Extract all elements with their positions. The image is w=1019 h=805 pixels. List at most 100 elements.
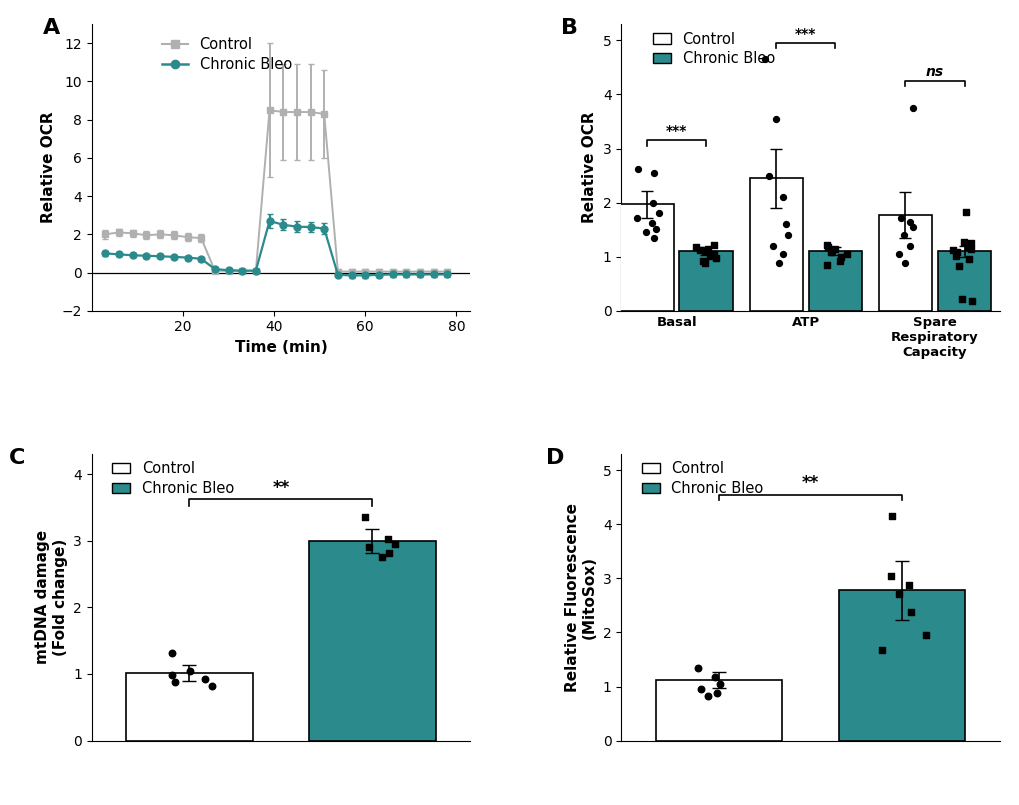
- Text: ns: ns: [925, 64, 944, 79]
- Text: B: B: [560, 19, 577, 39]
- Point: [891, 587, 907, 600]
- Point: [960, 241, 976, 254]
- Point: [373, 551, 389, 563]
- Point: [708, 687, 725, 700]
- Point: [905, 101, 921, 114]
- Point: [770, 257, 787, 270]
- Point: [779, 229, 795, 242]
- Text: **: **: [272, 479, 289, 497]
- Point: [629, 211, 645, 224]
- Point: [960, 238, 976, 251]
- Point: [905, 221, 921, 233]
- Point: [890, 247, 906, 260]
- Y-axis label: Relative OCR: Relative OCR: [582, 112, 596, 223]
- Bar: [749, 178, 802, 311]
- Point: [699, 242, 715, 255]
- Point: [944, 244, 960, 257]
- Bar: [125, 673, 253, 741]
- Point: [356, 511, 372, 524]
- Point: [204, 679, 220, 692]
- Point: [818, 258, 835, 271]
- Point: [164, 669, 180, 682]
- Point: [774, 191, 791, 204]
- Point: [705, 238, 721, 251]
- Bar: [838, 590, 965, 741]
- Bar: [878, 215, 931, 311]
- Point: [947, 249, 963, 262]
- Point: [645, 196, 661, 209]
- Point: [645, 167, 661, 180]
- Point: [901, 215, 917, 228]
- Point: [830, 254, 847, 267]
- Point: [963, 295, 979, 308]
- Point: [687, 241, 703, 254]
- Legend: Control, Chronic Bleo: Control, Chronic Bleo: [107, 456, 239, 502]
- Point: [764, 239, 781, 252]
- Point: [873, 643, 890, 656]
- Y-axis label: Relative Fluorescence
(MitoSox): Relative Fluorescence (MitoSox): [565, 503, 596, 691]
- Point: [361, 541, 377, 554]
- Point: [896, 257, 912, 270]
- Text: ***: ***: [665, 124, 687, 138]
- Point: [823, 244, 840, 257]
- Point: [689, 661, 705, 674]
- Point: [696, 257, 712, 270]
- Point: [699, 690, 715, 703]
- Point: [181, 664, 198, 677]
- Point: [691, 244, 707, 257]
- Point: [711, 677, 728, 690]
- Point: [380, 533, 396, 546]
- Point: [822, 246, 839, 258]
- Bar: [679, 251, 733, 311]
- Y-axis label: mtDNA damage
(Fold change): mtDNA damage (Fold change): [36, 530, 67, 664]
- Point: [817, 238, 834, 251]
- Point: [650, 207, 666, 220]
- Point: [895, 229, 911, 242]
- Point: [903, 605, 919, 618]
- Point: [838, 247, 854, 260]
- Point: [696, 245, 712, 258]
- Bar: [655, 680, 782, 741]
- Y-axis label: Relative OCR: Relative OCR: [41, 112, 56, 223]
- Point: [645, 231, 661, 244]
- Point: [776, 218, 793, 231]
- Point: [957, 206, 973, 219]
- Point: [881, 569, 898, 582]
- Point: [825, 242, 842, 255]
- X-axis label: Time (min): Time (min): [234, 340, 327, 355]
- Bar: [808, 251, 861, 311]
- Point: [694, 254, 710, 267]
- Point: [917, 629, 933, 642]
- Text: A: A: [43, 19, 60, 39]
- Point: [692, 683, 708, 696]
- Point: [819, 241, 836, 254]
- Point: [643, 217, 659, 229]
- Point: [647, 222, 663, 235]
- Point: [892, 211, 908, 224]
- Point: [901, 239, 917, 252]
- Text: ***: ***: [795, 27, 816, 41]
- Point: [962, 237, 978, 250]
- Point: [706, 671, 722, 683]
- Point: [705, 247, 721, 260]
- Text: **: **: [801, 474, 818, 493]
- Point: [833, 250, 849, 263]
- Point: [960, 253, 976, 266]
- Point: [756, 53, 772, 66]
- Point: [167, 675, 183, 688]
- Point: [766, 113, 783, 126]
- Bar: [936, 251, 990, 311]
- Point: [953, 292, 969, 305]
- Point: [883, 510, 900, 522]
- Legend: Control, Chronic Bleo: Control, Chronic Bleo: [156, 31, 298, 77]
- Point: [773, 247, 790, 260]
- Point: [197, 673, 213, 686]
- Text: D: D: [545, 448, 564, 469]
- Point: [630, 163, 646, 175]
- Bar: [620, 204, 674, 311]
- Point: [900, 579, 916, 592]
- Point: [760, 169, 776, 182]
- Point: [707, 251, 723, 264]
- Point: [949, 246, 965, 258]
- Text: C: C: [8, 448, 24, 469]
